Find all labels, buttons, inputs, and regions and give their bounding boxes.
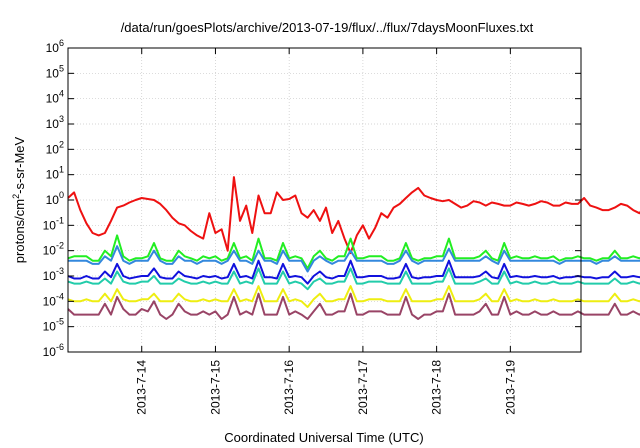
y-tick-exponent: 2 [59,139,64,149]
y-tick-exponent: -2 [56,241,64,251]
series-line [67,176,640,255]
y-tick-base: 10 [43,345,57,359]
y-tick-base: 10 [46,117,60,131]
y-tick-base: 10 [46,168,60,182]
y-tick-label: 100 [46,190,64,207]
y-tick-label: 104 [46,89,64,106]
x-tick-label: 2013-7-17 [356,360,370,415]
y-tick-label: 103 [46,114,64,131]
y-tick-label: 10-3 [43,266,64,283]
y-axis-label-sup: 2 [11,194,21,199]
y-tick-label: 10-1 [43,215,64,232]
y-tick-label: 106 [46,38,64,55]
y-tick-base: 10 [43,294,57,308]
y-axis-label-rest: -s-sr-MeV [12,136,27,193]
y-tick-label: 10-2 [43,241,64,258]
y-axis-label: protons/cm2-s-sr-MeV [11,136,27,263]
y-tick-base: 10 [46,142,60,156]
y-axis-label-base: protons/cm [12,199,27,263]
y-tick-base: 10 [46,66,60,80]
y-tick-base: 10 [46,193,60,207]
y-tick-label: 102 [46,139,64,156]
x-tick-label: 2013-7-16 [282,360,296,415]
chart-title: /data/run/goesPlots/archive/2013-07-19/f… [121,20,534,35]
x-tick-label: 2013-7-19 [503,360,517,415]
y-tick-base: 10 [43,269,57,283]
y-tick-exponent: 6 [59,38,64,48]
y-tick-exponent: -1 [56,215,64,225]
y-tick-exponent: 1 [59,165,64,175]
y-tick-exponent: -6 [56,342,64,352]
y-tick-label: 105 [46,63,64,80]
series-line [67,259,640,285]
plot-frame [67,47,582,353]
y-tick-label: 10-5 [43,317,64,334]
y-tick-exponent: 0 [59,190,64,200]
x-tick-label: 2013-7-18 [430,360,444,415]
x-tick-label: 2013-7-14 [135,360,149,415]
y-tick-exponent: -4 [56,291,64,301]
y-tick-base: 10 [46,41,60,55]
x-tick-label: 2013-7-15 [208,360,222,415]
y-tick-base: 10 [43,244,57,258]
series-line [67,234,640,270]
y-tick-label: 101 [46,165,64,182]
y-tick-exponent: 5 [59,63,64,73]
y-tick-base: 10 [43,218,57,232]
x-axis: 2013-7-14 2013-7-15 2013-7-16 2013-7-17 2013… [135,48,517,415]
y-tick-exponent: -5 [56,317,64,327]
y-tick-base: 10 [43,320,57,334]
y-tick-exponent: 4 [59,89,64,99]
grid [68,47,581,353]
series-line [67,292,640,320]
y-tick-label: 10-6 [43,342,64,359]
y-tick-label: 10-4 [43,291,64,308]
x-axis-label: Coordinated Universal Time (UTC) [224,430,423,445]
y-tick-exponent: -3 [56,266,64,276]
series-line [67,267,640,291]
y-axis: 10-610-510-410-310-210-11001011021031041… [43,38,581,359]
series-line [67,285,640,308]
y-tick-base: 10 [46,92,60,106]
y-tick-exponent: 3 [59,114,64,124]
series-line [68,245,640,273]
series-group [67,176,640,320]
